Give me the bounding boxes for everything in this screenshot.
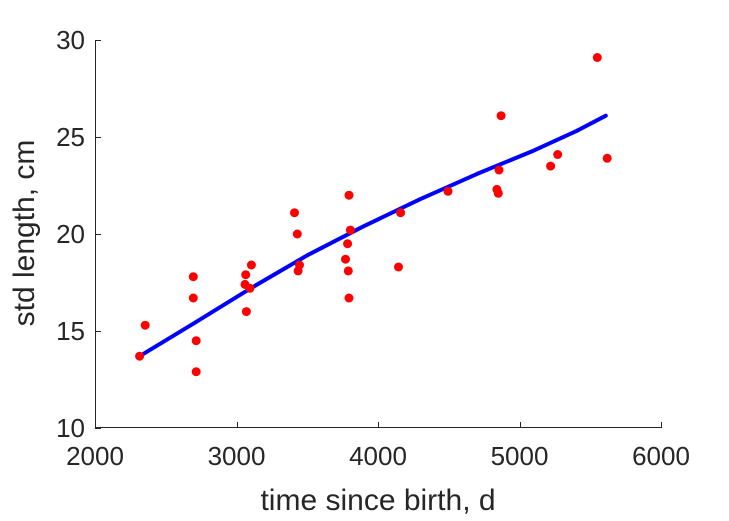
data-point (189, 294, 198, 303)
y-tick-label: 25 (56, 122, 85, 152)
y-tick-label: 10 (56, 413, 85, 443)
data-point (192, 367, 201, 376)
x-ticks: 2000 3000 4000 5000 6000 (66, 422, 690, 471)
data-point (345, 191, 354, 200)
data-point (241, 270, 250, 279)
plot-area (95, 40, 661, 428)
y-tick-label: 15 (56, 316, 85, 346)
data-point (295, 261, 304, 270)
y-tick-label: 30 (56, 25, 85, 55)
data-point (242, 307, 251, 316)
data-point (343, 239, 352, 248)
data-point (290, 208, 299, 217)
data-point (192, 336, 201, 345)
data-point (245, 284, 254, 293)
data-point (189, 272, 198, 281)
x-tick-label: 5000 (491, 441, 549, 471)
points-layer (135, 53, 612, 376)
data-point (603, 154, 612, 163)
data-point (247, 261, 256, 270)
data-point (293, 230, 302, 239)
data-point (546, 162, 555, 171)
data-point (394, 263, 403, 272)
data-point (593, 53, 602, 62)
data-point (344, 266, 353, 275)
data-point (444, 187, 453, 196)
data-point (494, 189, 503, 198)
data-point (495, 166, 504, 175)
x-tick-label: 4000 (349, 441, 407, 471)
fit-layer (140, 116, 606, 357)
x-tick-label: 6000 (632, 441, 690, 471)
fit-line (140, 116, 606, 357)
data-point (346, 226, 355, 235)
data-point (497, 111, 506, 120)
chart: 2000 3000 4000 5000 6000 10 15 20 25 30 time sin… (0, 0, 729, 521)
y-axis-label: std length, cm (8, 140, 41, 327)
x-axis-label: time since birth, d (260, 484, 495, 517)
data-point (141, 321, 150, 330)
y-ticks: 10 15 20 25 30 (56, 25, 101, 443)
data-point (135, 352, 144, 361)
x-tick-label: 3000 (208, 441, 266, 471)
x-tick-label: 2000 (66, 441, 124, 471)
data-point (341, 255, 350, 264)
data-point (553, 150, 562, 159)
y-tick-label: 20 (56, 219, 85, 249)
data-point (345, 294, 354, 303)
data-point (396, 208, 405, 217)
